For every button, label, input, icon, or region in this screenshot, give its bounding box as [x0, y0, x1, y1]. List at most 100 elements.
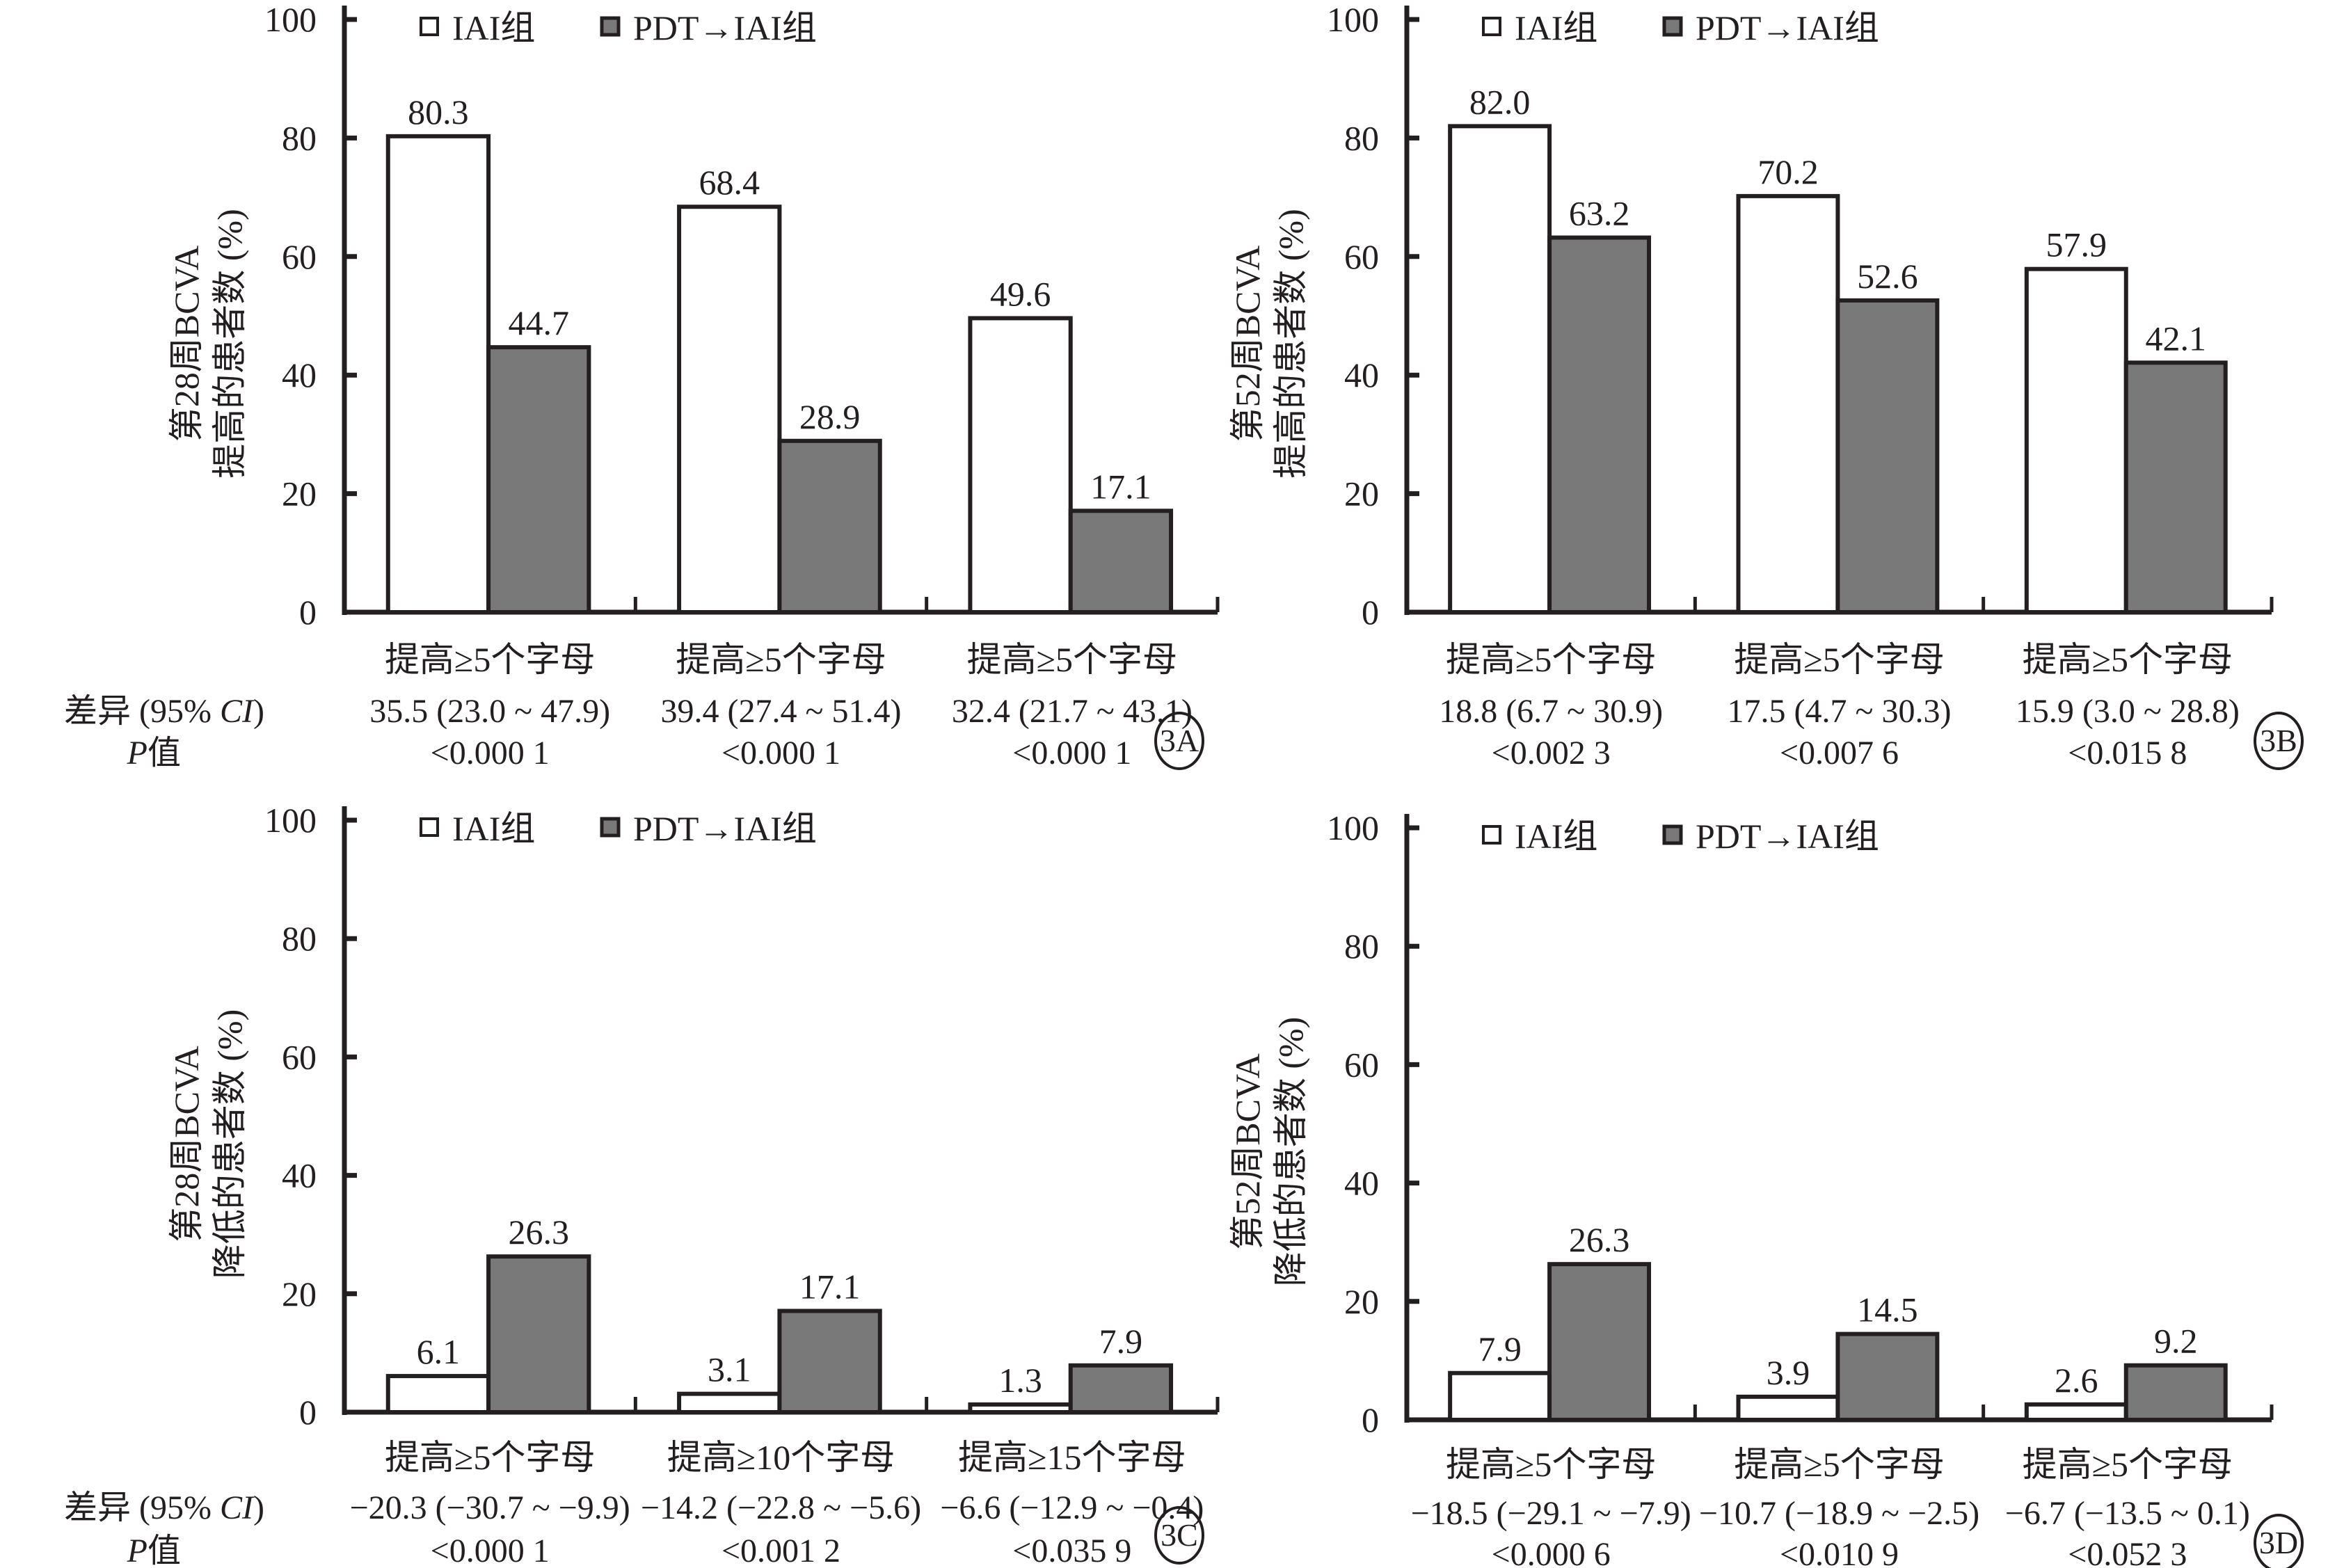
legend-label-iai: IAI组: [1515, 817, 1597, 856]
y-axis-title: 第52周BCVA 降低的患者数 (%): [1228, 1017, 1310, 1286]
y-tick-label: 60: [1344, 237, 1379, 276]
bar-value-label: 49.6: [990, 274, 1051, 313]
bar-iai: [1736, 1394, 1840, 1423]
legend-label-iai: IAI组: [452, 809, 535, 848]
y-axis-title-line2: 提高的患者数 (%): [210, 209, 249, 478]
p-value: <0.035 9: [1012, 1533, 1131, 1568]
category-label: 提高≥5个字母: [2023, 640, 2233, 679]
y-tick-label: 100: [264, 801, 317, 840]
bar-pdt-iai: [1835, 1331, 1940, 1422]
y-axis-title-line1: 第28周BCVA: [167, 1046, 206, 1242]
bar-iai: [1736, 193, 1840, 614]
y-tick-label: 0: [1362, 593, 1379, 632]
difference-ci-value: 39.4 (27.4 ~ 51.4): [661, 693, 902, 730]
bar-value-label: 80.3: [408, 93, 469, 131]
y-tick-label: 40: [1344, 355, 1379, 394]
panel-badge-label: 3B: [2260, 723, 2297, 758]
category-label: 提高≥5个字母: [1734, 1445, 1944, 1484]
category-label: 提高≥5个字母: [2023, 1445, 2233, 1484]
panel-3d: 0 20 40 60 80 100 7.9 26.3 提高≥5个字母 −18.5 (−29.1 ~…: [1228, 808, 2304, 1568]
bar-iai: [2024, 266, 2128, 614]
legend: IAI组 PDT→IAI组: [420, 8, 817, 47]
y-tick-label: 80: [1344, 927, 1379, 966]
category-label: 提高≥5个字母: [676, 640, 886, 679]
difference-ci-value: −10.7 (−18.9 ~ −2.5): [1699, 1495, 1979, 1532]
bar-value-label: 3.1: [708, 1350, 751, 1389]
y-tick-label: 20: [1344, 474, 1379, 513]
bar-value-label: 7.9: [1478, 1329, 1522, 1368]
y-tick-label: 40: [282, 355, 317, 394]
bar-value-label: 3.9: [1767, 1353, 1810, 1392]
legend-swatch-iai: [420, 17, 439, 36]
bar-pdt-iai: [777, 1309, 882, 1414]
y-tick-label: 80: [282, 118, 317, 157]
category-label: 提高≥15个字母: [958, 1438, 1186, 1477]
y-axis-title-line1: 第52周BCVA: [1228, 246, 1267, 442]
legend-label-pdt-iai: PDT→IAI组: [1696, 8, 1879, 47]
y-tick-label: 40: [282, 1156, 317, 1195]
legend-swatch-pdt-iai: [600, 817, 621, 838]
p-value: <0.000 1: [721, 735, 840, 771]
legend: IAI组 PDT→IAI组: [420, 809, 817, 848]
panel-badge-label: 3A: [1160, 723, 1199, 758]
p-row-label: P值: [127, 1533, 181, 1568]
bar-value-label: 1.3: [998, 1361, 1042, 1400]
bar-value-label: 68.4: [699, 163, 760, 202]
y-axis-title-line2: 降低的患者数 (%): [1271, 1017, 1310, 1286]
bar-pdt-iai: [2123, 1363, 2228, 1423]
y-axis-title-line1: 第52周BCVA: [1228, 1053, 1267, 1249]
legend: IAI组 PDT→IAI组: [1482, 8, 1879, 47]
difference-ci-value: 17.5 (4.7 ~ 30.3): [1728, 693, 1952, 730]
bar-iai: [385, 134, 491, 614]
legend-label-pdt-iai: PDT→IAI组: [1696, 817, 1879, 856]
bar-value-label: 2.6: [2055, 1361, 2098, 1400]
difference-ci-value: −20.3 (−30.7 ~ −9.9): [350, 1489, 630, 1526]
difference-ci-value: −14.2 (−22.8 ~ −5.6): [641, 1489, 921, 1526]
p-value: <0.015 8: [2068, 735, 2187, 771]
bar-iai: [1448, 124, 1552, 615]
panel-badge-label: 3D: [2259, 1525, 2298, 1560]
legend-label-iai: IAI组: [452, 8, 535, 47]
legend-label-pdt-iai: PDT→IAI组: [633, 809, 817, 848]
difference-row-label: 差异 (95% CI): [64, 693, 264, 730]
bar-pdt-iai: [1835, 298, 1940, 614]
panel-3c: 0 20 40 60 80 100 6.1 26.3 提高≥5个字母 −20.3 (−30.7 ~…: [64, 801, 1220, 1568]
y-tick-label: 60: [282, 237, 317, 276]
y-tick-label: 40: [1344, 1164, 1379, 1203]
panel-badge-circle: [1154, 1506, 1204, 1565]
y-axis-title: 第28周BCVA 提高的患者数 (%): [167, 209, 249, 478]
difference-ci-value: −18.5 (−29.1 ~ −7.9): [1411, 1495, 1691, 1532]
bar-iai: [1448, 1370, 1552, 1422]
panel-badge: 3D: [2254, 1514, 2304, 1568]
p-value: <0.000 6: [1492, 1536, 1611, 1568]
bar-value-label: 52.6: [1857, 257, 1918, 296]
category-label: 提高≥5个字母: [1446, 1445, 1656, 1484]
p-value: <0.007 6: [1780, 735, 1899, 771]
bar-value-label: 28.9: [799, 397, 861, 436]
p-value: <0.000 1: [431, 1533, 550, 1568]
bar-value-label: 17.1: [799, 1267, 861, 1306]
p-value: <0.000 1: [431, 735, 550, 771]
p-value: <0.002 3: [1492, 735, 1611, 771]
difference-ci-value: 15.9 (3.0 ~ 28.8): [2016, 693, 2240, 730]
bar-iai: [677, 1391, 782, 1415]
bar-value-label: 14.5: [1857, 1290, 1918, 1329]
bar-pdt-iai: [486, 1254, 591, 1415]
y-tick-label: 20: [282, 1274, 317, 1313]
y-tick-label: 100: [1327, 0, 1379, 39]
p-row-label: P值: [127, 735, 181, 771]
difference-ci-value: 32.4 (21.7 ~ 43.1): [952, 693, 1193, 730]
panel-3b: 0 20 40 60 80 100 82.0 63.2 提高≥5个字母 18.8 (6.7 ~ 3…: [1228, 0, 2304, 771]
p-value: <0.010 9: [1780, 1536, 1899, 1568]
panel-3a: 0 20 40 60 80 100 80.3 44.7 提高≥5个字母 35.5 (23.0 ~ …: [64, 0, 1220, 771]
bar-value-label: 26.3: [1569, 1220, 1630, 1259]
legend-swatch-iai: [1482, 825, 1501, 845]
legend: IAI组 PDT→IAI组: [1482, 817, 1879, 856]
panel-badge: 3B: [2254, 712, 2304, 770]
bar-pdt-iai: [1547, 1262, 1652, 1423]
bar-value-label: 57.9: [2046, 225, 2107, 264]
panel-badge-circle: [1154, 712, 1204, 770]
bar-iai: [968, 1402, 1073, 1415]
bar-value-label: 9.2: [2154, 1322, 2198, 1361]
y-axis-title-line1: 第28周BCVA: [167, 246, 206, 442]
